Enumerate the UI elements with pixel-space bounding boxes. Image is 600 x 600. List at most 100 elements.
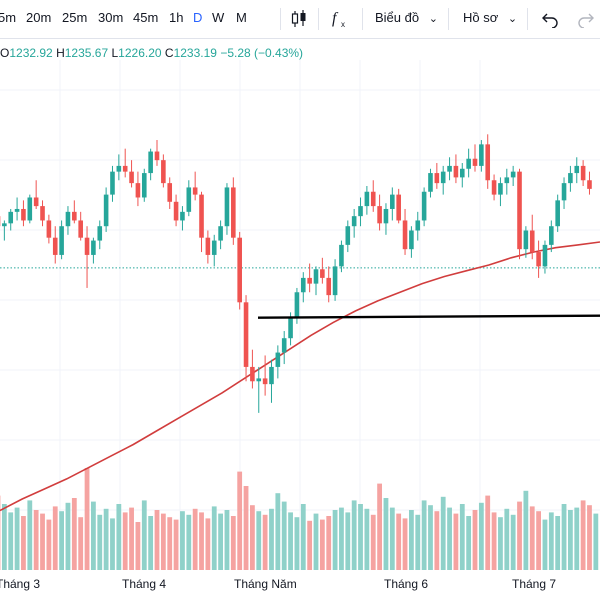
volume-bar — [332, 510, 338, 570]
volume-bar — [110, 518, 115, 570]
interval-D[interactable]: D — [193, 10, 203, 25]
candle-body — [453, 165, 459, 178]
volume-bar — [466, 516, 472, 570]
chart-menu-label: Biểu đồ — [375, 10, 420, 25]
volume-bar — [250, 505, 255, 570]
candle-body — [587, 180, 592, 189]
volume-bar — [33, 510, 39, 570]
x-tick-label: Tháng 6 — [384, 577, 428, 591]
undo-icon[interactable] — [541, 10, 559, 33]
candle-body — [459, 168, 465, 178]
volume-bar — [116, 504, 122, 570]
volume-bar — [377, 483, 382, 570]
toolbar-divider — [527, 8, 528, 30]
volume-bar — [345, 512, 351, 570]
candle-body — [523, 230, 529, 250]
volume-bar — [491, 512, 497, 570]
candle-body — [339, 244, 344, 267]
volume-bar — [498, 517, 503, 570]
volume-bar — [46, 519, 52, 570]
volume-bar — [510, 514, 516, 570]
ohlc-legend: O1232.92 H1235.67 L1226.20 C1233.19 −5.2… — [0, 46, 303, 60]
candles-icon[interactable] — [290, 8, 308, 35]
volume-bar — [326, 516, 332, 570]
candle-body — [396, 194, 401, 221]
volume-bar — [91, 501, 96, 570]
volume-bar — [339, 507, 344, 570]
candle-body — [580, 165, 586, 181]
interval-1h[interactable]: 1h — [169, 10, 184, 25]
volume-bar — [180, 511, 185, 570]
interval-W[interactable]: W — [212, 10, 225, 25]
x-tick-label: Tháng 4 — [122, 577, 166, 591]
volume-bar — [536, 511, 541, 570]
toolbar-divider — [280, 8, 281, 30]
profile-menu-label: Hồ sơ — [463, 10, 499, 25]
candle-body — [440, 171, 446, 184]
candle-body — [504, 177, 510, 184]
candle-body — [574, 165, 580, 174]
volume-bar — [447, 507, 452, 570]
candle-body — [288, 316, 293, 339]
candle-body — [491, 180, 497, 195]
volume-bar — [294, 517, 300, 570]
volume-bar — [167, 517, 173, 570]
candle-body — [65, 211, 71, 227]
candle-body — [122, 165, 128, 172]
volume-bar — [529, 506, 535, 570]
candle-body — [161, 160, 166, 184]
candle-body — [205, 237, 211, 255]
candle-body — [415, 220, 421, 231]
candle-body — [173, 201, 179, 221]
volume-bar — [313, 513, 319, 570]
chevron-down-icon: ⌄ — [507, 13, 518, 25]
close-label: C — [164, 46, 174, 60]
profile-menu-button[interactable]: Hồ sơ ⌄ — [463, 10, 517, 25]
candle-body — [8, 211, 14, 224]
candle-body — [421, 191, 427, 221]
candle-body — [294, 292, 300, 317]
interval-25m[interactable]: 25m — [62, 10, 88, 25]
interval-30m[interactable]: 30m — [98, 10, 124, 25]
volume-bar — [383, 498, 389, 570]
volume-bar — [548, 512, 554, 570]
volume-bar — [40, 513, 45, 570]
open-value: 1232.92 — [9, 46, 53, 60]
volume-bar — [389, 507, 395, 570]
toolbar-divider — [318, 8, 319, 30]
candle-body — [97, 226, 103, 241]
candle-body — [383, 208, 389, 224]
candle-body — [186, 187, 192, 212]
volume-bar — [472, 510, 478, 570]
interval-20m[interactable]: 20m — [26, 10, 52, 25]
volume-bar — [141, 500, 147, 570]
candle-body — [428, 173, 433, 192]
volume-bar — [421, 500, 427, 570]
volume-bar — [243, 486, 249, 570]
volume-bar — [256, 511, 262, 570]
chart-menu-button[interactable]: Biểu đồ ⌄ — [375, 10, 438, 25]
volume-bar — [230, 516, 236, 570]
volume-bar — [434, 511, 440, 570]
candle-body — [33, 197, 39, 207]
volume-bar — [237, 471, 243, 570]
candle-body — [52, 237, 58, 255]
volume-bar — [555, 516, 561, 570]
volume-bar — [192, 508, 198, 570]
redo-icon[interactable] — [577, 10, 595, 33]
volume-bar — [370, 514, 376, 570]
volume-bar — [97, 514, 103, 570]
interval-45m[interactable]: 45m — [133, 10, 159, 25]
candle-body — [561, 183, 567, 201]
candle-body — [536, 252, 541, 267]
candle-body — [59, 226, 64, 255]
interval-M[interactable]: M — [236, 10, 247, 25]
candle-body — [72, 211, 77, 221]
candle-body — [345, 226, 351, 245]
low-value: 1226.20 — [118, 46, 162, 60]
candle-body — [542, 244, 548, 267]
volume-bar — [154, 510, 160, 570]
fx-icon[interactable]: f x — [331, 8, 349, 35]
price-chart[interactable]: Tháng 3 Tháng 4 Tháng Năm Tháng 6 Tháng 7 — [0, 60, 600, 600]
interval-5m[interactable]: 5m — [0, 10, 17, 25]
